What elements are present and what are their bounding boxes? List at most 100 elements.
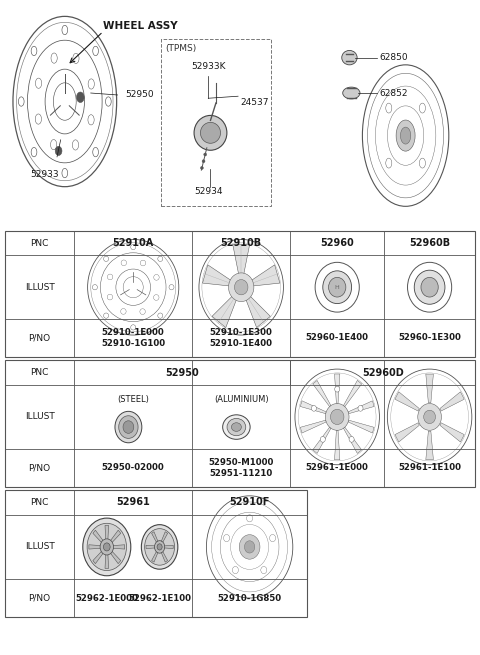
Text: 52950: 52950 [125, 90, 154, 100]
Polygon shape [93, 550, 104, 564]
Polygon shape [152, 551, 158, 562]
Text: 52961-1E100: 52961-1E100 [398, 463, 461, 472]
Polygon shape [89, 545, 102, 549]
Text: PNC: PNC [30, 368, 49, 377]
Polygon shape [164, 545, 173, 549]
Text: 52934: 52934 [194, 187, 223, 196]
Text: H: H [335, 285, 339, 290]
Ellipse shape [123, 421, 134, 434]
Polygon shape [335, 430, 340, 460]
Text: 52950-M1000
52951-11210: 52950-M1000 52951-11210 [208, 458, 274, 477]
Ellipse shape [349, 436, 354, 442]
Ellipse shape [342, 50, 357, 65]
Ellipse shape [330, 409, 344, 424]
Ellipse shape [204, 153, 207, 156]
Polygon shape [161, 551, 168, 562]
Text: 62852: 62852 [379, 88, 408, 98]
Text: (STEEL): (STEEL) [117, 395, 149, 404]
Ellipse shape [396, 120, 415, 151]
Text: 52960-1E400: 52960-1E400 [306, 333, 369, 343]
Ellipse shape [343, 87, 360, 99]
Text: 52933: 52933 [30, 170, 59, 179]
Text: WHEEL ASSY: WHEEL ASSY [103, 21, 178, 31]
Polygon shape [300, 420, 326, 433]
Ellipse shape [234, 280, 248, 295]
Ellipse shape [335, 386, 340, 392]
Ellipse shape [424, 410, 435, 424]
Ellipse shape [119, 416, 138, 438]
Ellipse shape [201, 166, 204, 170]
Ellipse shape [155, 540, 165, 553]
Polygon shape [395, 423, 420, 442]
Text: 52910-1G850: 52910-1G850 [217, 593, 282, 603]
Text: 52962-1E100: 52962-1E100 [128, 593, 191, 603]
Polygon shape [344, 427, 361, 453]
Text: 52950: 52950 [166, 367, 199, 378]
Text: (ALUMINIUM): (ALUMINIUM) [214, 395, 268, 404]
Polygon shape [112, 545, 125, 549]
Text: 52960D: 52960D [362, 367, 404, 378]
Ellipse shape [104, 543, 110, 551]
Bar [5, 231, 475, 357]
Ellipse shape [223, 415, 250, 440]
Ellipse shape [420, 103, 425, 113]
Ellipse shape [55, 146, 62, 155]
Ellipse shape [202, 160, 205, 162]
Polygon shape [426, 431, 433, 460]
Ellipse shape [358, 405, 363, 411]
Ellipse shape [157, 544, 162, 550]
Ellipse shape [386, 158, 392, 168]
Polygon shape [105, 553, 108, 569]
Text: 24537: 24537 [240, 98, 269, 107]
Ellipse shape [247, 515, 252, 522]
Ellipse shape [115, 411, 142, 443]
Ellipse shape [144, 529, 175, 565]
Bar [5, 490, 307, 617]
Ellipse shape [194, 115, 227, 150]
Text: P/NO: P/NO [28, 593, 51, 603]
Text: 52960B: 52960B [409, 238, 450, 248]
Ellipse shape [386, 103, 392, 113]
Ellipse shape [261, 567, 267, 574]
Text: 52910-1E000
52910-1G100: 52910-1E000 52910-1G100 [101, 328, 165, 348]
Polygon shape [252, 265, 280, 286]
Text: ILLUST: ILLUST [25, 542, 54, 552]
Text: 52910A: 52910A [113, 238, 154, 248]
Text: 52961-1E000: 52961-1E000 [306, 463, 369, 472]
Polygon shape [105, 525, 108, 541]
Ellipse shape [239, 534, 260, 559]
Polygon shape [203, 265, 231, 286]
Text: 52910-1E300
52910-1E400: 52910-1E300 52910-1E400 [210, 328, 273, 348]
Text: 52933K: 52933K [191, 62, 226, 71]
Ellipse shape [312, 405, 316, 411]
Ellipse shape [228, 273, 254, 301]
Polygon shape [348, 420, 374, 433]
Text: 62850: 62850 [379, 53, 408, 62]
Ellipse shape [231, 422, 241, 432]
Ellipse shape [227, 419, 246, 436]
Ellipse shape [224, 534, 229, 542]
Text: 52962-1E000: 52962-1E000 [75, 593, 138, 603]
Polygon shape [161, 532, 168, 543]
Ellipse shape [414, 270, 445, 304]
Ellipse shape [201, 122, 220, 143]
Polygon shape [93, 530, 104, 544]
Ellipse shape [76, 92, 84, 103]
Text: P/NO: P/NO [28, 463, 51, 472]
Text: P/NO: P/NO [28, 333, 51, 343]
Ellipse shape [244, 541, 255, 553]
Polygon shape [212, 296, 237, 328]
Polygon shape [440, 392, 464, 411]
Polygon shape [110, 550, 121, 564]
Polygon shape [335, 374, 340, 403]
Polygon shape [395, 392, 420, 411]
Ellipse shape [325, 403, 349, 430]
Polygon shape [440, 423, 464, 442]
Polygon shape [300, 401, 326, 414]
Text: 52960: 52960 [320, 238, 354, 248]
Polygon shape [344, 381, 361, 407]
Text: (TPMS): (TPMS) [166, 44, 197, 53]
Ellipse shape [418, 403, 442, 430]
Polygon shape [146, 545, 156, 549]
Polygon shape [110, 530, 121, 544]
